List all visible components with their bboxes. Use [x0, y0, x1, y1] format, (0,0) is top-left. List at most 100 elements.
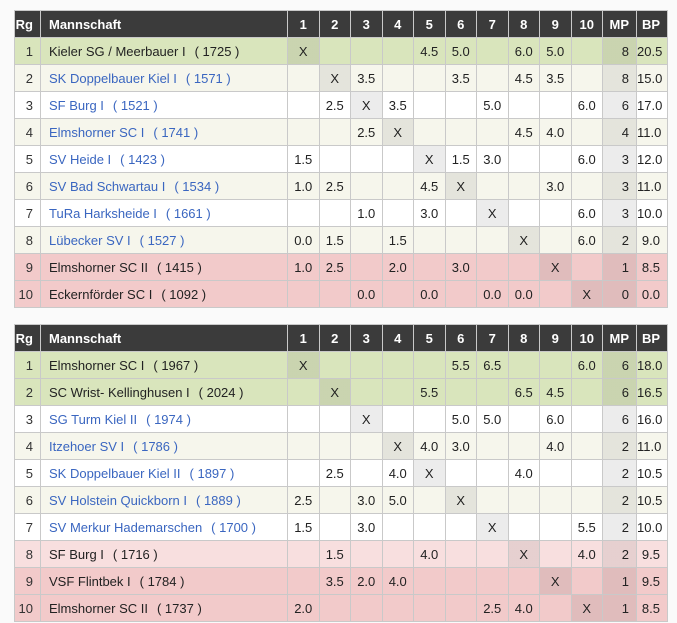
result-cell [444, 91, 477, 119]
diagonal-cell: X [444, 486, 477, 514]
result-cell: 4.0 [381, 567, 414, 595]
diagonal-cell: X [507, 226, 540, 254]
team-link[interactable]: SV Bad Schwartau I [49, 178, 166, 194]
result-cell [350, 351, 383, 379]
result-cell [476, 37, 509, 65]
result-cell: 3.0 [539, 172, 572, 200]
column-header-mannschaft: Mannschaft [40, 324, 288, 352]
board-points-cell: 10.0 [636, 199, 668, 227]
result-cell: 1.5 [444, 145, 477, 173]
result-cell [476, 567, 509, 595]
result-cell: 0.0 [507, 280, 540, 308]
result-cell [381, 145, 414, 173]
result-cell [381, 199, 414, 227]
column-header-3: 3 [350, 10, 383, 38]
result-cell [350, 540, 383, 568]
team-link[interactable]: Lübecker SV I [49, 232, 131, 248]
board-points-cell: 12.0 [636, 145, 668, 173]
result-cell: 0.0 [476, 280, 509, 308]
team-rating: ( 1784 ) [139, 573, 185, 589]
diagonal-cell: X [350, 405, 383, 433]
table-row: 5 SK Doppelbauer Kiel II( 1897 ) 2.5 4.0 X 4.… [14, 459, 668, 487]
team-link[interactable]: SK Doppelbauer Kiel II [49, 465, 181, 481]
result-cell [318, 37, 351, 65]
column-header-6: 6 [444, 10, 477, 38]
result-cell [539, 513, 572, 541]
table-row: 8 SF Burg I( 1716 ) 1.5 4.0 X 4.0 2 9.5 [14, 540, 668, 568]
result-cell: 1.5 [318, 226, 351, 254]
column-header-mannschaft: Mannschaft [40, 10, 288, 38]
team-cell: Elmshorner SC I ( 1741 ) [40, 118, 288, 146]
column-header-4: 4 [381, 10, 414, 38]
team-rating: ( 2024 ) [198, 384, 244, 400]
result-cell [413, 594, 446, 622]
result-cell: 6.0 [570, 145, 603, 173]
result-cell [381, 594, 414, 622]
team-link[interactable]: SV Heide I [49, 151, 112, 167]
board-points-cell: 16.5 [636, 378, 668, 406]
team-name: SF Burg I [49, 546, 104, 562]
result-cell: 4.5 [413, 172, 446, 200]
header-row: Rg Mannschaft 1 2 3 4 5 6 7 8 9 10 MP BP [14, 10, 668, 38]
result-cell [381, 513, 414, 541]
team-cell: Elmshorner SC II ( 1415 ) [40, 253, 288, 281]
team-link[interactable]: Elmshorner SC I [49, 124, 145, 140]
diagonal-cell: X [287, 37, 320, 65]
table-header: Rg Mannschaft 1 2 3 4 5 6 7 8 9 10 MP BP [14, 324, 668, 352]
team-cell: SF Burg I ( 1716 ) [40, 540, 288, 568]
column-header-7: 7 [476, 10, 509, 38]
team-link[interactable]: SF Burg I [49, 97, 104, 113]
result-cell: 4.0 [381, 459, 414, 487]
match-points-cell: 2 [602, 486, 637, 514]
team-cell: SF Burg I ( 1521 ) [40, 91, 288, 119]
result-cell: 3.5 [350, 64, 383, 92]
result-cell: 4.5 [507, 118, 540, 146]
result-cell [381, 351, 414, 379]
team-link[interactable]: SV Holstein Quickborn I [49, 492, 188, 508]
result-cell: 3.0 [350, 486, 383, 514]
team-rating: ( 1700 ) [211, 519, 256, 535]
result-cell: 6.0 [507, 37, 540, 65]
column-header-bp: BP [636, 10, 668, 38]
team-link[interactable]: SK Doppelbauer Kiel I [49, 70, 177, 86]
rank-cell: 9 [14, 567, 41, 595]
table-row: 1 Elmshorner SC I ( 1967 ) X 5.5 6.5 6.0 6 18.0 [14, 351, 668, 379]
result-cell [287, 118, 320, 146]
result-cell [570, 405, 603, 433]
result-cell [539, 594, 572, 622]
result-cell: 5.0 [476, 405, 509, 433]
result-cell: 6.5 [476, 351, 509, 379]
team-link[interactable]: SG Turm Kiel II [49, 411, 138, 427]
diagonal-cell: X [507, 540, 540, 568]
result-cell: 0.0 [413, 280, 446, 308]
board-points-cell: 8.5 [636, 253, 668, 281]
match-points-cell: 3 [602, 145, 637, 173]
column-header-9: 9 [539, 10, 572, 38]
team-link[interactable]: TuRa Harksheide I [49, 205, 157, 221]
result-cell [287, 199, 320, 227]
match-points-cell: 2 [602, 513, 637, 541]
team-cell: SG Turm Kiel II ( 1974 ) [40, 405, 288, 433]
column-header-1: 1 [287, 324, 320, 352]
team-link[interactable]: SV Merkur Hademarschen [49, 519, 203, 535]
result-cell: 3.0 [444, 432, 477, 460]
match-points-cell: 3 [602, 172, 637, 200]
result-cell [507, 172, 540, 200]
result-cell [381, 172, 414, 200]
rank-cell: 9 [14, 253, 41, 281]
diagonal-cell: X [350, 91, 383, 119]
team-cell: Itzehoer SV I ( 1786 ) [40, 432, 288, 460]
team-name: SC Wrist- Kellinghusen I [49, 384, 190, 400]
match-points-cell: 8 [602, 37, 637, 65]
result-cell [476, 486, 509, 514]
result-cell [287, 405, 320, 433]
table-row: 10 Eckernförder SC I( 1092 ) 0.0 0.0 0.0 0.0 X… [14, 280, 668, 308]
result-cell [507, 405, 540, 433]
column-header-1: 1 [287, 10, 320, 38]
team-link[interactable]: Itzehoer SV I [49, 438, 125, 454]
result-cell: 4.5 [413, 37, 446, 65]
column-header-3: 3 [350, 324, 383, 352]
result-cell [318, 486, 351, 514]
team-rating: ( 1974 ) [146, 411, 191, 427]
diagonal-cell: X [381, 118, 414, 146]
